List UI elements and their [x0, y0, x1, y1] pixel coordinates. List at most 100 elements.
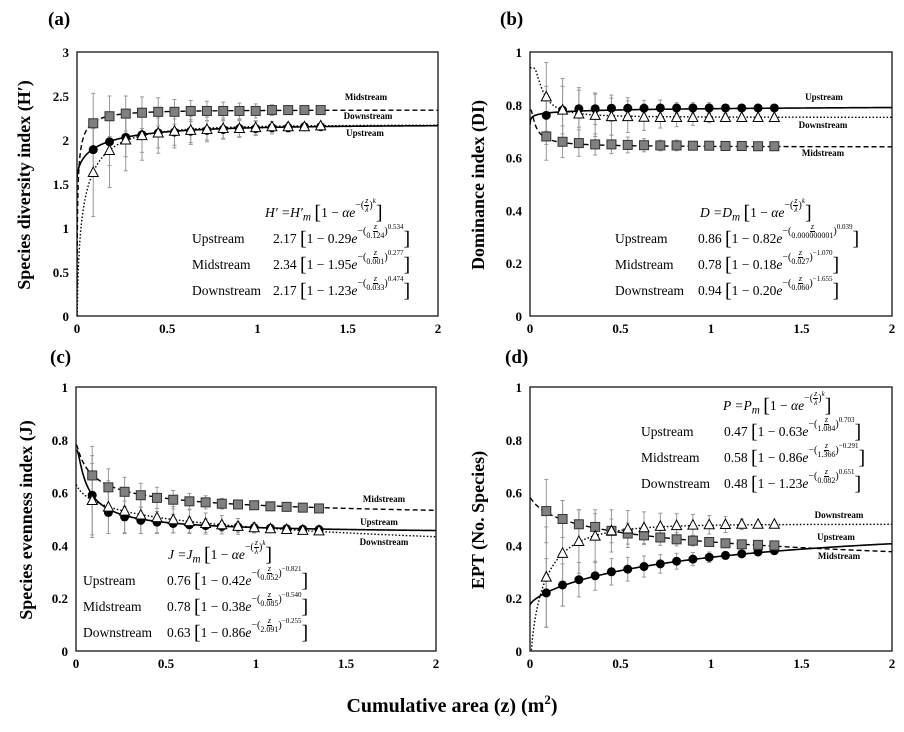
equation-body: 0.63 [1 − 0.86e−(z 2.091)−0.255] — [167, 617, 308, 646]
e: e — [802, 424, 809, 439]
denominator: 1.366 — [817, 450, 836, 459]
x-axis-label: Cumulative area (z) (m2) — [346, 692, 557, 717]
formula-subscript: m — [192, 553, 201, 566]
minus-open: −( — [244, 541, 254, 553]
denominator: 0.052 — [260, 573, 279, 582]
exponent: −(z 0.001)0.277 — [357, 249, 403, 266]
numerator: z — [809, 222, 815, 232]
data-point-downstream — [540, 570, 553, 582]
data-point-upstream — [753, 103, 763, 113]
data-point-midstream — [687, 140, 698, 151]
open-bracket: [ — [194, 570, 201, 592]
data-point-midstream — [704, 140, 715, 151]
close-bracket: ] — [403, 254, 411, 276]
data-point-upstream — [606, 567, 616, 577]
open-bracket: [ — [194, 596, 201, 618]
k-exponent: −0.291 — [838, 442, 859, 450]
data-point-midstream — [299, 105, 310, 116]
data-point-midstream — [120, 108, 131, 119]
open-bracket: [ — [743, 202, 751, 224]
data-point-downstream — [768, 110, 781, 122]
open-bracket: [ — [300, 254, 307, 276]
data-point-downstream — [233, 121, 246, 134]
data-point-upstream — [704, 552, 714, 562]
fraction: z 0.027 — [791, 249, 809, 266]
panel-label: (a) — [48, 9, 70, 30]
data-point-midstream — [88, 118, 99, 129]
data-point-downstream — [167, 513, 180, 525]
one-minus: 1 − — [731, 283, 753, 298]
numerator: z — [266, 564, 272, 574]
data-point-downstream — [86, 493, 99, 506]
y-tick-label: 1.5 — [53, 177, 70, 192]
series-label-upstream: Upstream — [805, 92, 843, 102]
data-point-midstream — [639, 140, 650, 151]
denominator: 0.060 — [791, 283, 810, 292]
data-point-upstream — [639, 103, 649, 113]
general-formula: H′ =H′m [1 − αe−(z λ)k] — [192, 197, 383, 226]
x-tick-label: 0 — [73, 656, 80, 671]
data-point-downstream — [248, 521, 261, 533]
data-point-midstream — [671, 140, 682, 151]
equation-row-downstream: Downstream 0.63 [1 − 0.86e−(z 2.091)−0.255… — [83, 617, 308, 646]
exponent: −(z 0.060)−1.655 — [782, 275, 832, 292]
panel-label: (c) — [50, 347, 71, 368]
numerator: z — [266, 616, 272, 626]
data-point-downstream — [232, 519, 244, 531]
denominator: 2.091 — [260, 625, 279, 634]
formula-subscript: m — [751, 404, 760, 417]
x-tick-label: 1.5 — [340, 321, 357, 336]
series-name: Midstream — [615, 257, 674, 272]
fraction: z 1.084 — [817, 416, 835, 433]
series-label-downstream: Downstream — [344, 111, 393, 121]
fraction: z 0.082 — [817, 468, 835, 485]
minus-open: −( — [355, 199, 365, 211]
alpha: 0.82 — [752, 231, 777, 246]
exponent: −(z λ)k — [804, 389, 825, 407]
fraction: z 0.052 — [260, 565, 278, 582]
close-paren: ) — [258, 541, 263, 553]
formula-lhs-text: P =P — [723, 398, 752, 413]
data-point-downstream — [134, 508, 147, 520]
fraction: z 2.091 — [260, 617, 278, 634]
series-name: Midstream — [192, 257, 251, 272]
ym-value: 0.48 — [724, 476, 748, 491]
data-point-downstream — [183, 515, 196, 527]
data-point-midstream — [639, 530, 650, 541]
data-point-midstream — [184, 496, 195, 507]
data-point-upstream — [737, 549, 747, 559]
x-axis-label-superscript: 2 — [544, 692, 551, 707]
equation-row-upstream: Upstream 2.17 [1 − 0.29e−(z 0.124)0.534] — [192, 223, 410, 252]
ym-value: 0.63 — [167, 625, 191, 640]
series-name: Downstream — [192, 283, 261, 298]
alpha: 0.63 — [778, 424, 803, 439]
exponent: −(z 0.033)0.474 — [357, 275, 403, 292]
data-point-downstream — [589, 108, 601, 120]
one-minus: 1 − — [306, 257, 328, 272]
series-name: Midstream — [83, 599, 142, 614]
exponent: −(z 1.366)−0.291 — [808, 441, 859, 459]
y-tick-label: 0.5 — [53, 265, 70, 280]
data-point-midstream — [281, 501, 292, 512]
ym-value: 2.17 — [273, 231, 297, 246]
data-point-midstream — [169, 106, 180, 117]
numerator: z — [813, 389, 819, 399]
numerator: z — [823, 415, 829, 425]
close-paren: ) — [835, 470, 839, 482]
fraction: z 0.033 — [366, 275, 384, 292]
minus-open: −( — [251, 593, 261, 605]
data-point-downstream — [752, 517, 764, 529]
close-bracket: ] — [301, 596, 309, 618]
data-point-downstream — [151, 511, 163, 523]
data-point-midstream — [753, 141, 764, 152]
formula-lhs-text: D =D — [700, 205, 732, 220]
data-point-downstream — [687, 518, 699, 530]
alpha: 0.86 — [221, 625, 246, 640]
data-point-downstream — [638, 110, 650, 122]
numerator: z — [823, 441, 829, 451]
equation-row-downstream: Downstream 0.94 [1 − 0.20e−(z 0.060)−1.655… — [615, 275, 839, 304]
close-paren: ) — [833, 225, 837, 237]
e: e — [245, 573, 252, 588]
k-exponent: 0.039 — [836, 223, 853, 231]
